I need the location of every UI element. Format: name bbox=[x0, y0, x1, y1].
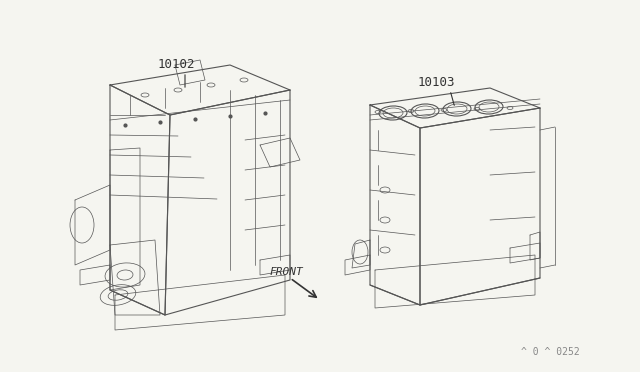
Text: 10103: 10103 bbox=[418, 76, 456, 89]
Text: ^ 0 ^ 0252: ^ 0 ^ 0252 bbox=[521, 347, 580, 357]
Text: 10102: 10102 bbox=[158, 58, 195, 71]
Text: FRONT: FRONT bbox=[270, 267, 304, 277]
